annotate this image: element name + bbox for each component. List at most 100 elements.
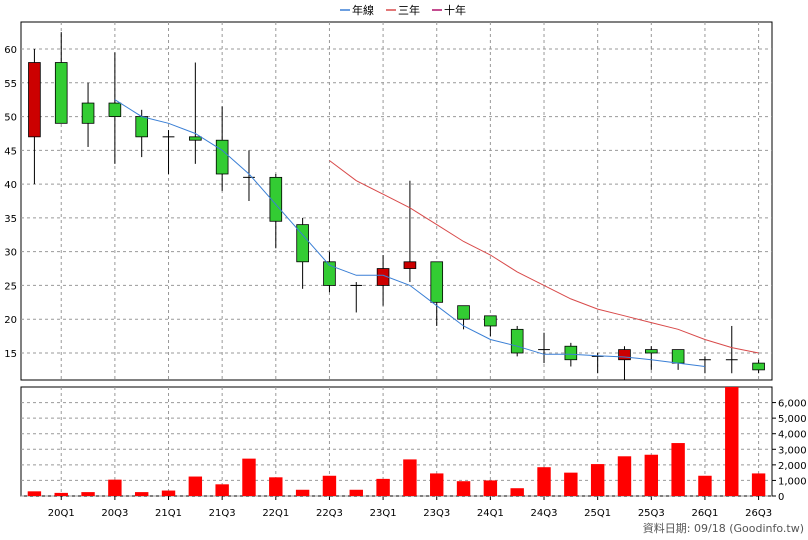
volume-bar [671, 443, 685, 496]
volume-tick-label: 6,000 [778, 399, 807, 410]
x-tick-label: 22Q1 [262, 508, 289, 519]
price-tick-label: 35 [4, 214, 17, 225]
candle-body [54, 62, 68, 124]
volume-bar [725, 387, 739, 496]
x-tick-label: 26Q1 [691, 508, 718, 519]
x-tick-label: 20Q3 [101, 508, 128, 519]
candle-body [215, 139, 229, 175]
candle [189, 62, 202, 164]
volume-bar [81, 492, 95, 496]
candle-body [645, 349, 658, 354]
candle-body [457, 305, 470, 320]
price-tick-label: 40 [4, 180, 17, 191]
candle [725, 325, 738, 374]
candle [645, 346, 658, 370]
volume-bar [54, 492, 68, 496]
price-tick-label: 30 [4, 248, 17, 259]
candle-body [81, 102, 95, 124]
x-tick-label: 22Q3 [316, 508, 343, 519]
candle [403, 180, 417, 283]
candle [430, 261, 444, 326]
volume-bar [161, 490, 176, 496]
volume-bar [483, 480, 498, 496]
legend-label: 年線 [352, 3, 374, 17]
price-tick-label: 20 [4, 315, 17, 326]
candle [484, 315, 497, 337]
candle-body [564, 345, 578, 361]
price-tick-label: 15 [4, 349, 17, 360]
candle-body [484, 315, 497, 327]
volume-bar [322, 475, 337, 496]
volume-bar [590, 464, 605, 496]
candle [323, 251, 336, 293]
volume-panel [20, 386, 773, 497]
candle-body [28, 62, 41, 138]
volume-bar [510, 488, 524, 496]
candle-body [323, 261, 336, 286]
candle [538, 332, 550, 364]
volume-bar [269, 477, 283, 496]
candle [618, 346, 631, 380]
price-tick-label: 60 [4, 45, 17, 56]
candle [81, 82, 95, 147]
x-tick-label: 21Q1 [155, 508, 182, 519]
legend-label: 十年 [444, 3, 466, 17]
candle [243, 150, 255, 201]
volume-tick-label: 0 [778, 492, 784, 503]
candle-body [403, 261, 417, 269]
candle [215, 106, 229, 191]
volume-tick-label: 3,000 [778, 445, 807, 456]
candle [752, 359, 765, 374]
volume-tick-label: 4,000 [778, 430, 807, 441]
candle [269, 173, 283, 249]
candle-body [430, 261, 444, 303]
volume-tick-label: 2,000 [778, 461, 807, 472]
x-tick-label: 23Q1 [370, 508, 397, 519]
volume-bar [349, 489, 363, 496]
candle-body [671, 349, 685, 364]
volume-bar [537, 467, 551, 496]
volume-bar [108, 479, 122, 496]
x-tick-label: 26Q3 [745, 508, 772, 519]
volume-bar [403, 459, 417, 496]
volume-tick-label: 5,000 [778, 414, 807, 425]
candle-body [135, 116, 148, 138]
ma-line-1 [114, 99, 705, 367]
volume-bar [134, 492, 149, 496]
volume-bar [188, 476, 203, 496]
candle-body [189, 136, 202, 141]
candle-body [269, 176, 283, 222]
volume-bar [698, 475, 712, 496]
volume-bar [215, 484, 229, 496]
x-tick-label: 21Q3 [209, 508, 236, 519]
volume-bar [564, 472, 578, 496]
price-tick-label: 45 [4, 146, 17, 157]
legend-label: 三年 [398, 3, 420, 17]
candle [350, 282, 363, 313]
volume-bar [376, 478, 390, 496]
candle [108, 52, 122, 164]
candle [296, 217, 309, 289]
volume-bar [456, 481, 471, 496]
candle-body [618, 349, 631, 361]
x-tick-label: 24Q3 [531, 508, 558, 519]
x-tick-label: 20Q1 [48, 508, 75, 519]
volume-bar [751, 473, 766, 496]
volume-bar [644, 454, 659, 496]
candle-body [296, 224, 309, 263]
data-date-footer: 資料日期: 09/18 (Goodinfo.tw) [643, 521, 804, 535]
x-tick-label: 25Q3 [638, 508, 665, 519]
price-tick-label: 25 [4, 281, 17, 292]
volume-bar [617, 456, 632, 496]
candle-body [752, 362, 765, 371]
candle-body [108, 102, 122, 117]
candle [510, 325, 524, 357]
x-tick-label: 24Q1 [477, 508, 504, 519]
x-tick-label: 23Q3 [423, 508, 450, 519]
candle-body [510, 328, 524, 354]
candle [54, 32, 68, 124]
candle [28, 49, 41, 185]
candle [699, 356, 711, 374]
